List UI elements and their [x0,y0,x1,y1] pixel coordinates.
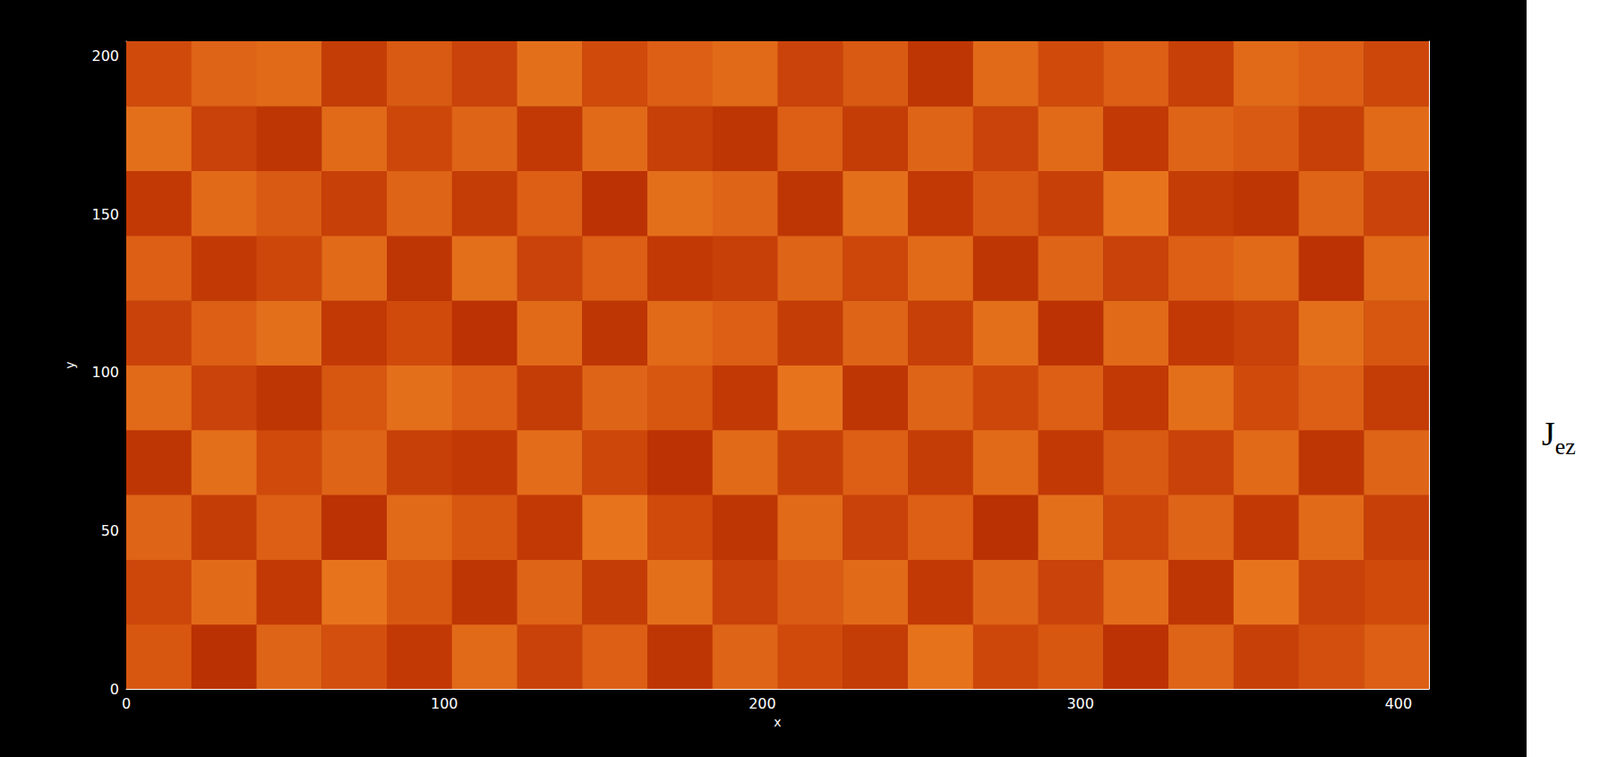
svg-text:0: 0 [121,694,131,712]
svg-text:400: 400 [1385,694,1413,712]
svg-text:y: y [62,360,78,368]
svg-text:100: 100 [91,363,120,381]
svg-text:300: 300 [1066,694,1095,712]
html-text:Jez: Jez [1541,414,1576,460]
svg-text:150: 150 [91,205,120,223]
svg-text:200: 200 [91,47,120,65]
svg-text:50: 50 [101,521,120,540]
svg-text:x: x [773,714,781,729]
svg-text:0: 0 [110,680,120,698]
svg-text:200: 200 [748,694,777,712]
svg-text:100: 100 [430,694,459,712]
